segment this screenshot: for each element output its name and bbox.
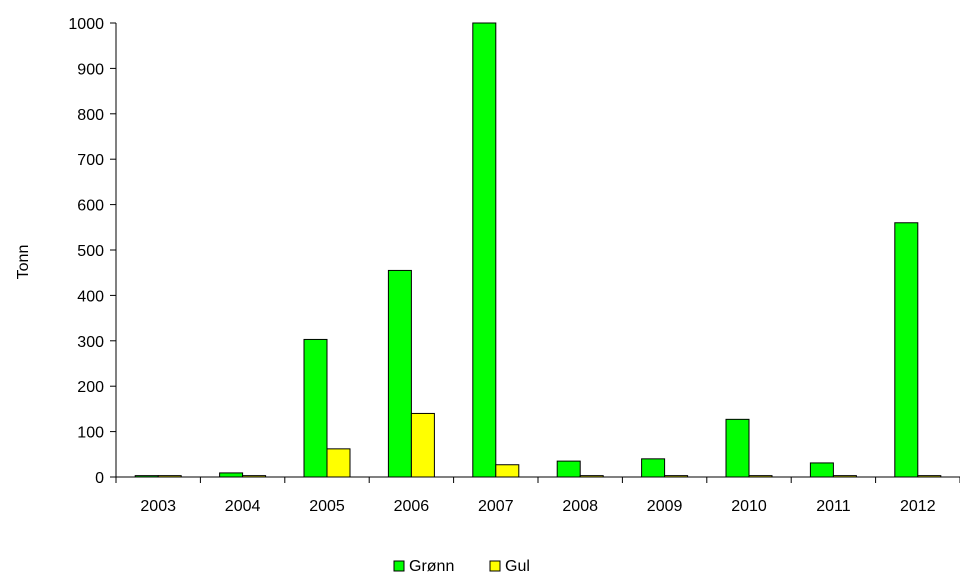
bar-gr-nn-2012	[894, 222, 919, 478]
bar-gr-nn-2009	[641, 458, 666, 478]
y-tick-label: 800	[77, 107, 104, 124]
x-tick-label: 2009	[647, 498, 683, 515]
x-axis: 2003 2004 2005 2006 2007 2008 2009 2010 2011 2012	[115, 476, 960, 515]
y-tick-label: 400	[77, 288, 104, 305]
bar-gul-2006	[410, 412, 435, 478]
x-tick-label: 2011	[816, 498, 851, 515]
y-tick-label: 100	[77, 425, 104, 442]
bar-gul-2011	[832, 475, 857, 478]
x-tick-label: 2007	[478, 498, 514, 515]
legend: Grønn Gul	[393, 558, 530, 575]
y-tick-label: 300	[77, 334, 104, 351]
bar-gr-nn-2008	[556, 460, 581, 478]
y-tick-label: 700	[77, 152, 104, 169]
legend-label: Gul	[505, 558, 530, 575]
y-tick-label: 0	[95, 470, 104, 487]
legend-swatch	[393, 560, 405, 572]
legend-swatch	[489, 560, 501, 572]
y-tick-label: 200	[77, 379, 104, 396]
bar-gr-nn-2003	[134, 475, 159, 478]
bar-gr-nn-2007	[472, 22, 497, 478]
bars	[134, 22, 942, 478]
x-tick-label: 2012	[900, 498, 936, 515]
y-tick-label: 500	[77, 243, 104, 260]
bar-gul-2007	[495, 464, 520, 478]
bar-gr-nn-2011	[809, 462, 834, 478]
bar-gul-2005	[326, 448, 351, 478]
bar-gul-2003	[157, 475, 182, 478]
x-tick-label: 2010	[731, 498, 767, 515]
y-tick-label: 600	[77, 198, 104, 215]
y-axis: 0 100 200 300 400 500 600 700 800 900 1000	[68, 16, 117, 487]
x-tick-label: 2008	[562, 498, 598, 515]
bar-gr-nn-2005	[303, 338, 328, 478]
x-tick-label: 2004	[225, 498, 261, 515]
bar-gr-nn-2004	[219, 472, 244, 478]
bar-gul-2010	[748, 475, 773, 478]
bar-gul-2008	[579, 475, 604, 478]
bar-gul-2004	[242, 475, 267, 478]
x-tick-label: 2005	[309, 498, 345, 515]
bar-gr-nn-2010	[725, 418, 750, 478]
bar-gr-nn-2006	[387, 269, 412, 478]
y-tick-label: 1000	[68, 16, 104, 33]
x-tick-label: 2006	[394, 498, 430, 515]
bar-gul-2009	[664, 475, 689, 478]
y-axis-title: Tonn	[15, 245, 32, 280]
y-tick-label: 900	[77, 61, 104, 78]
bar-gul-2012	[917, 475, 942, 478]
x-tick-label: 2003	[140, 498, 176, 515]
legend-label: Grønn	[409, 558, 454, 575]
